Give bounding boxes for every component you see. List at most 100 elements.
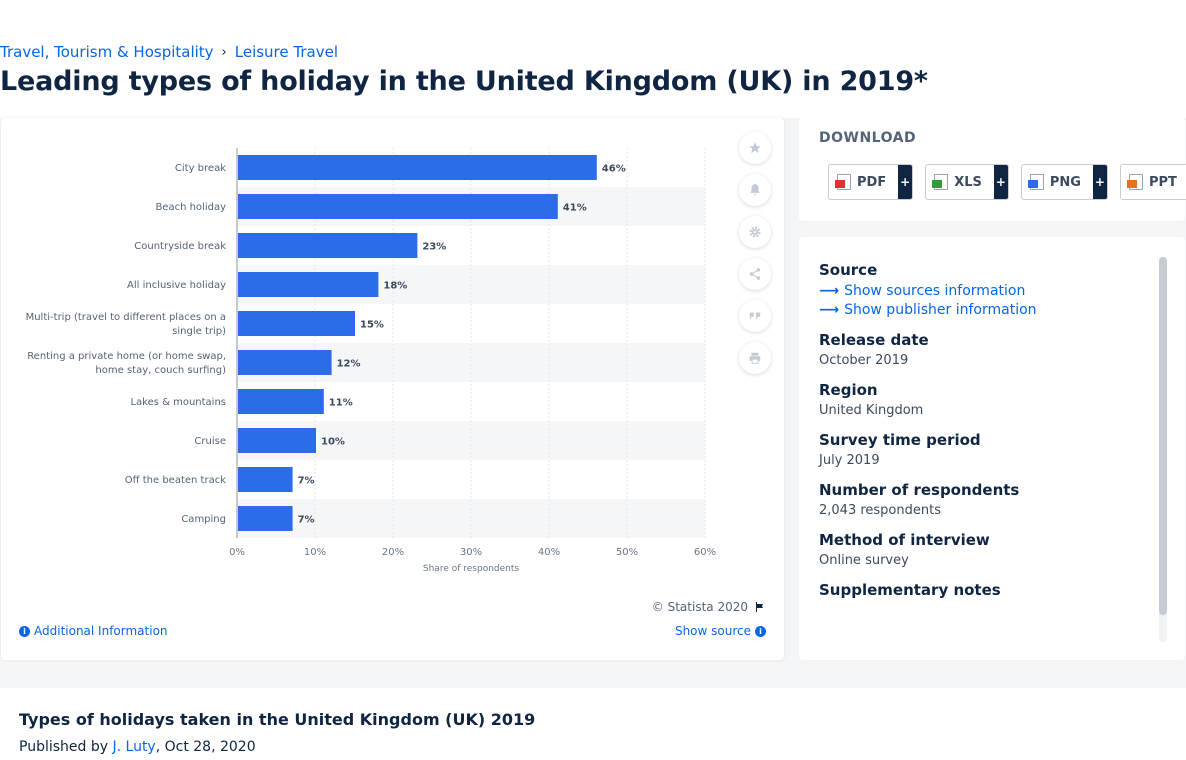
published-by-label: Published by — [19, 739, 109, 755]
region-value: United Kingdom — [819, 403, 924, 418]
respondents-label: Number of respondents — [819, 481, 1020, 499]
respondents-section: Number of respondents 2,043 respondents — [819, 481, 1149, 518]
print-icon — [749, 352, 761, 364]
download-ppt-button[interactable]: PPT + — [1119, 164, 1186, 200]
data-label: 41% — [563, 203, 587, 214]
data-label: 18% — [383, 281, 407, 292]
plus-icon: + — [993, 165, 1008, 199]
bar-chart: 0% 10% 20% 30% 40% 50% 60% 46% City break 41% Beac… — [26, 148, 716, 574]
x-tick-label: 30% — [460, 547, 482, 558]
download-card: DOWNLOAD PDF + XLS + PNG + PPT + — [799, 118, 1186, 221]
png-file-icon — [1027, 174, 1044, 190]
method-value: Online survey — [819, 553, 909, 568]
settings-button[interactable] — [739, 216, 771, 248]
category-label: City break — [175, 163, 226, 174]
download-buttons: PDF + XLS + PNG + PPT + — [828, 164, 1186, 200]
x-tick-label: 60% — [694, 547, 716, 558]
notes-label: Supplementary notes — [819, 581, 1001, 599]
survey-period-value: July 2019 — [819, 453, 880, 468]
show-publisher-link[interactable]: ⟶ Show publisher information — [819, 302, 1149, 318]
download-pdf-label: PDF — [857, 174, 887, 190]
bar — [238, 272, 379, 297]
category-label: Renting a private home (or home swap, — [27, 351, 226, 362]
region-label: Region — [819, 381, 878, 399]
show-sources-label: Show sources information — [844, 283, 1026, 299]
additional-info-label: Additional Information — [34, 624, 168, 638]
bar — [238, 233, 418, 258]
page-title: Leading types of holiday in the United K… — [0, 66, 928, 97]
info-icon: i — [19, 625, 30, 637]
bell-icon — [750, 184, 760, 196]
bar — [238, 155, 597, 180]
print-button[interactable] — [739, 342, 771, 374]
show-source-label: Show source — [674, 624, 751, 638]
breadcrumb-link-travel[interactable]: Travel, Tourism & Hospitality — [0, 43, 214, 61]
download-xls-label: XLS — [954, 174, 982, 190]
download-pdf-button[interactable]: PDF + — [828, 164, 914, 200]
details-list: Source ⟶ Show sources information ⟶ Show… — [819, 261, 1149, 612]
chart-card: 0% 10% 20% 30% 40% 50% 60% 46% City break 41% Beac… — [1, 118, 784, 660]
region-section: Region United Kingdom — [819, 381, 1149, 418]
bar — [238, 428, 316, 453]
plus-icon: + — [898, 165, 913, 199]
favorite-button[interactable] — [739, 132, 771, 164]
show-publisher-label: Show publisher information — [844, 302, 1037, 318]
copyright-text: © Statista 2020 — [651, 600, 748, 614]
show-sources-link[interactable]: ⟶ Show sources information — [819, 283, 1149, 299]
arrow-right-icon: ⟶ — [819, 283, 840, 299]
statista-copyright[interactable]: © Statista 2020 — [652, 600, 766, 614]
data-label: 11% — [329, 398, 353, 409]
data-label: 10% — [321, 437, 345, 448]
release-date-section: Release date October 2019 — [819, 331, 1149, 368]
source-section: Source ⟶ Show sources information ⟶ Show… — [819, 261, 1149, 318]
download-png-button[interactable]: PNG + — [1020, 164, 1108, 200]
bar — [238, 194, 558, 219]
category-label: Lakes & mountains — [130, 397, 226, 408]
plus-icon: + — [1092, 165, 1107, 199]
x-axis-label: Share of respondents — [423, 564, 520, 574]
bar — [238, 506, 293, 531]
chart-toolbar — [739, 132, 771, 374]
category-label: Countryside break — [134, 241, 226, 252]
survey-period-section: Survey time period July 2019 — [819, 431, 1149, 468]
download-png-label: PNG — [1049, 174, 1081, 190]
bar — [238, 311, 355, 336]
published-by: Published by J. Luty, Oct 28, 2020 — [19, 739, 256, 755]
share-button[interactable] — [739, 258, 771, 290]
gear-icon — [749, 226, 761, 238]
publish-date: , Oct 28, 2020 — [155, 739, 256, 755]
flag-icon — [756, 602, 763, 612]
category-label: Cruise — [194, 436, 226, 447]
data-label: 12% — [337, 359, 361, 370]
method-label: Method of interview — [819, 531, 990, 549]
release-date-label: Release date — [819, 331, 929, 349]
bar — [238, 389, 324, 414]
download-ppt-label: PPT — [1148, 174, 1177, 190]
x-tick-label: 40% — [538, 547, 560, 558]
category-label: All inclusive holiday — [127, 280, 226, 291]
share-icon — [749, 268, 761, 280]
data-label: 46% — [602, 164, 626, 175]
release-date-value: October 2019 — [819, 353, 909, 368]
breadcrumb-link-leisure[interactable]: Leisure Travel — [234, 43, 338, 61]
xls-file-icon — [932, 174, 949, 190]
source-label: Source — [819, 261, 878, 279]
data-label: 7% — [298, 515, 315, 526]
breadcrumb: Travel, Tourism & Hospitality › Leisure … — [0, 43, 338, 61]
show-source-link[interactable]: Show source i — [675, 624, 766, 638]
data-label: 23% — [422, 242, 446, 253]
statistic-summary: Types of holidays taken in the United Ki… — [0, 688, 1186, 760]
additional-information-link[interactable]: i Additional Information — [19, 624, 168, 638]
survey-period-label: Survey time period — [819, 431, 981, 449]
data-label: 7% — [298, 476, 315, 487]
download-xls-button[interactable]: XLS + — [925, 164, 1009, 200]
cite-button[interactable] — [739, 300, 771, 332]
details-scrollbar-thumb[interactable] — [1159, 257, 1167, 615]
method-section: Method of interview Online survey — [819, 531, 1149, 568]
notification-button[interactable] — [739, 174, 771, 206]
x-tick-label: 0% — [229, 547, 245, 558]
author-link[interactable]: J. Luty — [112, 739, 156, 755]
category-label: Off the beaten track — [125, 475, 226, 486]
arrow-right-icon: ⟶ — [819, 302, 840, 318]
respondents-value: 2,043 respondents — [819, 503, 941, 518]
